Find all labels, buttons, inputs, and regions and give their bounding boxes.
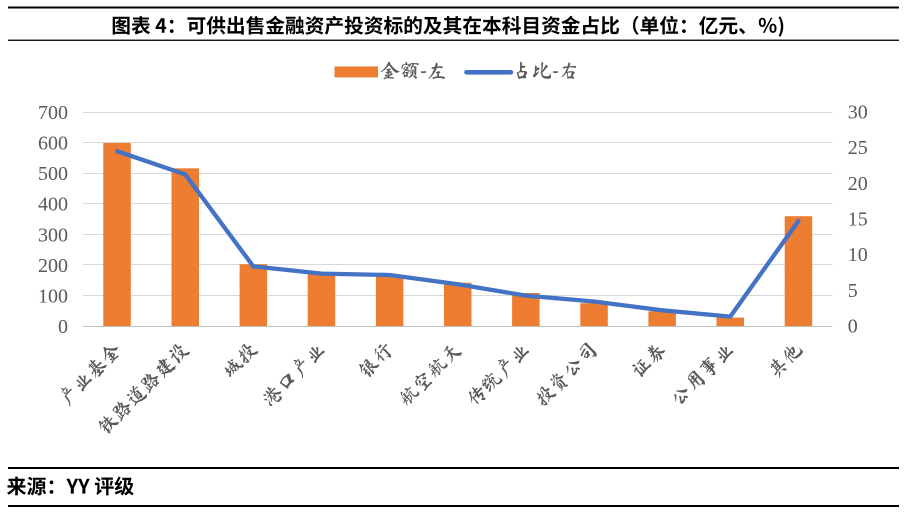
svg-text:5: 5 bbox=[848, 280, 858, 302]
svg-text:0: 0 bbox=[58, 316, 68, 338]
svg-text:25: 25 bbox=[848, 137, 868, 159]
svg-text:700: 700 bbox=[38, 102, 68, 124]
svg-text:30: 30 bbox=[848, 102, 868, 124]
svg-text:200: 200 bbox=[38, 255, 68, 277]
svg-text:10: 10 bbox=[848, 244, 868, 266]
svg-text:500: 500 bbox=[38, 163, 68, 185]
svg-text:600: 600 bbox=[38, 133, 68, 155]
svg-text:300: 300 bbox=[38, 224, 68, 246]
svg-text:15: 15 bbox=[848, 209, 868, 231]
svg-text:0: 0 bbox=[848, 316, 858, 338]
svg-text:400: 400 bbox=[38, 194, 68, 216]
svg-text:20: 20 bbox=[848, 173, 868, 195]
svg-text:100: 100 bbox=[38, 285, 68, 307]
